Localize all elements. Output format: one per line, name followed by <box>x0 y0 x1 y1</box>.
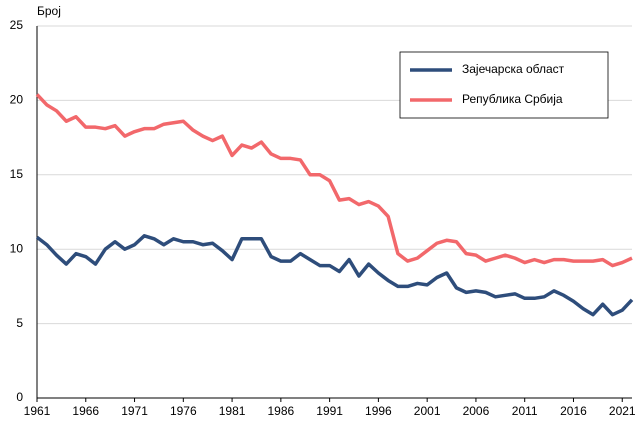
x-tick-label: 1976 <box>170 404 197 418</box>
x-tick-label: 1961 <box>24 404 51 418</box>
x-tick-label: 2016 <box>560 404 587 418</box>
legend-label: Република Србија <box>462 92 563 106</box>
x-tick-label: 1991 <box>316 404 343 418</box>
legend-box <box>399 51 609 119</box>
y-tick-label: 15 <box>10 167 24 181</box>
y-tick-label: 5 <box>16 316 23 330</box>
y-tick-label: 20 <box>10 93 24 107</box>
x-tick-label: 2001 <box>414 404 441 418</box>
y-axis-label: Број <box>37 4 61 18</box>
y-tick-label: 25 <box>10 18 24 32</box>
x-tick-label: 2006 <box>463 404 490 418</box>
x-tick-label: 1986 <box>268 404 295 418</box>
x-tick-label: 1966 <box>72 404 99 418</box>
y-tick-label: 10 <box>10 241 24 255</box>
x-tick-label: 2021 <box>609 404 635 418</box>
x-tick-label: 1996 <box>365 404 392 418</box>
y-tick-label: 0 <box>16 390 23 404</box>
x-tick-label: 2011 <box>512 404 538 418</box>
legend-label: Зајечарска област <box>462 62 565 76</box>
x-tick-label: 1981 <box>219 404 246 418</box>
series-line <box>35 93 633 268</box>
series-line <box>35 234 634 317</box>
x-tick-label: 1971 <box>121 404 148 418</box>
